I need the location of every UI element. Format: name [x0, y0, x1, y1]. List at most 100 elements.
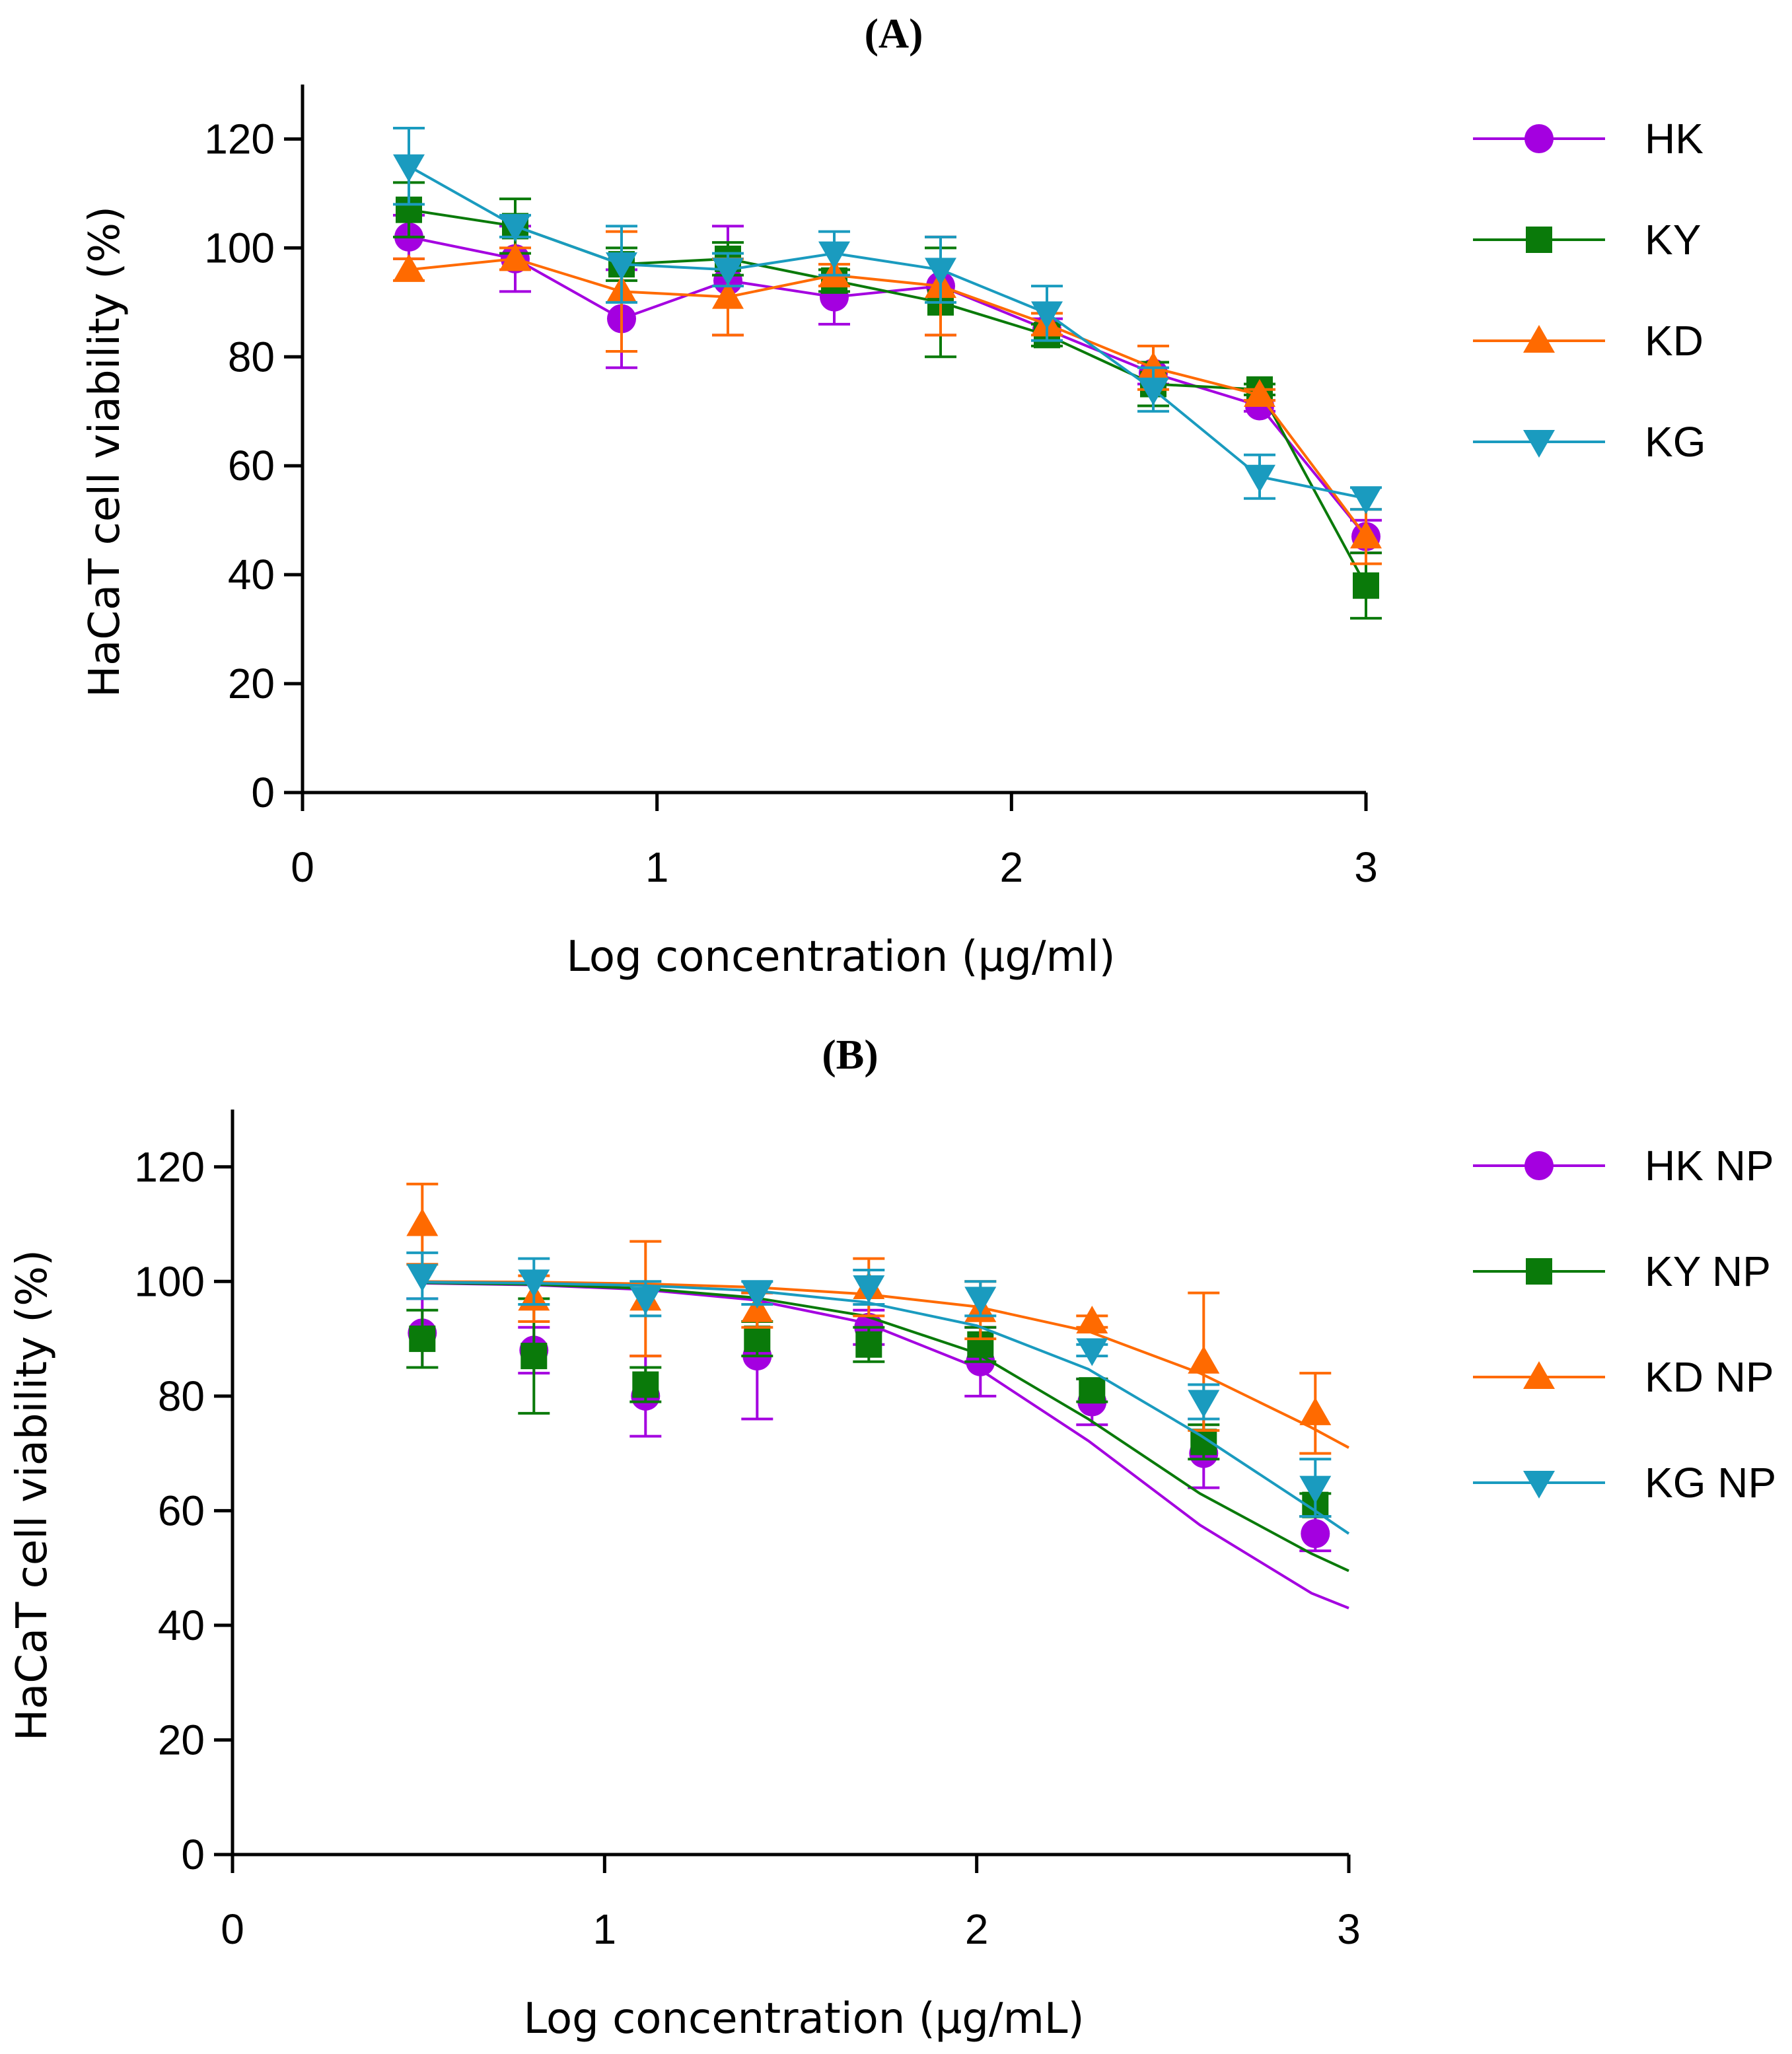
legend-label: KG	[1645, 418, 1705, 466]
data-point	[1244, 464, 1275, 493]
data-point	[1244, 379, 1275, 407]
x-tick-label: 3	[1354, 843, 1378, 891]
x-tick-label: 1	[593, 1905, 617, 1953]
data-point	[409, 1326, 436, 1353]
data-point	[1137, 351, 1169, 380]
legend-marker	[1526, 227, 1552, 253]
series-kg	[393, 126, 1382, 514]
y-tick-label: 60	[228, 442, 275, 489]
x-tick-label: 1	[645, 843, 669, 891]
fit-curve	[418, 1281, 1349, 1573]
fit-curve	[418, 1280, 1349, 1449]
y-tick-label: 80	[158, 1372, 205, 1420]
data-point	[499, 242, 531, 271]
legend-marker	[1523, 1361, 1555, 1389]
data-point	[1301, 1519, 1330, 1549]
y-tick-label: 40	[228, 551, 275, 598]
data-point	[499, 214, 531, 242]
data-point	[406, 1263, 439, 1292]
legend-label: KY NP	[1645, 1248, 1771, 1295]
data-point	[1079, 1377, 1106, 1404]
data-point	[393, 154, 425, 182]
panel-a: (A) 0 20 40 60 80 100 120 0 1 2 3 Log concentration …	[81, 10, 1705, 981]
y-tick-label: 80	[228, 333, 275, 380]
legend-item: KY	[1473, 216, 1701, 264]
data-point	[632, 1371, 659, 1398]
y-tick-label: 20	[228, 660, 275, 707]
legend-marker	[1526, 1258, 1552, 1285]
data-point	[964, 1287, 997, 1315]
data-point	[818, 241, 850, 269]
data-point	[1031, 301, 1063, 330]
legend-marker	[1523, 325, 1555, 353]
legend-label: KD	[1645, 317, 1703, 365]
data-point	[853, 1275, 885, 1303]
y-tick-label: 120	[204, 115, 275, 162]
series-line	[408, 164, 1367, 500]
x-tick-label: 2	[1000, 843, 1024, 891]
x-tick-label: 3	[1337, 1905, 1361, 1953]
y-tick-label: 60	[158, 1487, 205, 1534]
fit-curve	[418, 1281, 1350, 1535]
data-point	[1350, 520, 1382, 549]
data-point	[629, 1287, 662, 1315]
y-tick-label: 100	[204, 224, 275, 271]
legend-item: KD NP	[1473, 1353, 1774, 1401]
data-point	[712, 258, 744, 286]
legend-label: KG NP	[1645, 1459, 1776, 1506]
legend-marker	[1524, 1151, 1554, 1180]
data-point	[1137, 377, 1169, 406]
x-tick-label: 2	[965, 1905, 989, 1953]
data-point	[1353, 572, 1379, 599]
data-point	[1188, 1390, 1220, 1418]
legend-item: KG NP	[1473, 1459, 1776, 1506]
data-point	[855, 1331, 882, 1358]
legend-marker	[1524, 124, 1554, 153]
legend-item: HK	[1473, 115, 1703, 162]
data-point	[744, 1326, 771, 1353]
series-line	[408, 208, 1367, 586]
data-point	[520, 1343, 548, 1370]
data-point	[925, 258, 956, 286]
legend-label: KD NP	[1645, 1353, 1774, 1401]
legend-item: KY NP	[1473, 1248, 1771, 1295]
data-point	[1188, 1345, 1220, 1374]
legend-item: KG	[1473, 418, 1705, 466]
legend-item: KD	[1473, 317, 1703, 365]
data-point	[393, 254, 425, 282]
data-point	[406, 1208, 439, 1236]
y-tick-label: 0	[251, 769, 275, 816]
x-tick-label: 0	[291, 843, 314, 891]
series-ky	[393, 181, 1382, 620]
data-point	[1299, 1397, 1332, 1425]
legend-label: HK NP	[1645, 1142, 1774, 1189]
data-point	[1076, 1306, 1108, 1334]
data-point	[518, 1269, 550, 1298]
data-point	[1350, 486, 1382, 514]
panel-b: (B) 0 20 40 60 80 100 120 0 1 2 3 Log concentration …	[8, 1031, 1776, 2043]
series-line	[408, 257, 1367, 538]
data-point	[1299, 1475, 1332, 1504]
legend-label: HK	[1645, 115, 1703, 162]
y-tick-label: 40	[158, 1602, 205, 1649]
panel-label: (A)	[865, 10, 923, 57]
y-tick-label: 100	[134, 1257, 205, 1305]
data-point	[606, 252, 637, 281]
y-tick-label: 20	[158, 1716, 205, 1763]
series-kg-np	[406, 1251, 1350, 1535]
x-axis-title: Log concentration (μg/mL)	[523, 1995, 1084, 2043]
legend-label: KY	[1645, 216, 1701, 264]
y-tick-label: 120	[134, 1143, 205, 1191]
data-point	[741, 1281, 773, 1309]
x-axis-title: Log concentration (μg/ml)	[566, 933, 1115, 981]
panel-label: (B)	[822, 1031, 878, 1078]
y-axis-title: HaCaT cell viability (%)	[8, 1250, 57, 1741]
y-axis-title: HaCaT cell viability (%)	[81, 206, 129, 697]
data-point	[1076, 1338, 1108, 1366]
legend-marker	[1523, 430, 1555, 458]
legend-item: HK NP	[1473, 1142, 1774, 1189]
data-point	[712, 281, 744, 309]
legend-marker	[1523, 1471, 1555, 1499]
y-tick-label: 0	[181, 1831, 205, 1878]
